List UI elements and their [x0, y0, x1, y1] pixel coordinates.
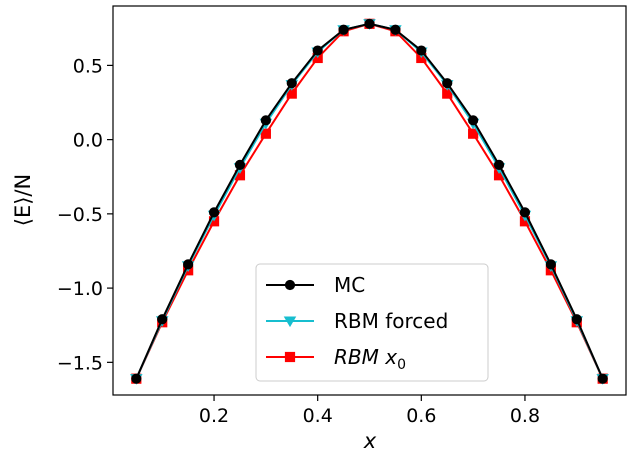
legend-label: MC	[334, 273, 365, 297]
legend-label: RBM forced	[334, 309, 448, 333]
data-point	[416, 45, 427, 56]
legend-swatch-marker	[283, 316, 297, 328]
data-point	[364, 18, 375, 29]
y-tick-label: −0.5	[57, 204, 103, 226]
data-point	[390, 24, 401, 35]
legend: MC RBM forced RBM x0	[255, 263, 489, 382]
data-point	[442, 78, 453, 89]
legend-entry: RBM x0	[266, 345, 406, 373]
data-point	[157, 314, 168, 325]
series-0	[131, 18, 608, 384]
data-point	[519, 207, 531, 218]
x-tick-label: 0.6	[406, 405, 436, 427]
plot-frame	[112, 5, 627, 396]
data-point	[597, 373, 608, 384]
data-point	[545, 259, 556, 270]
x-axis-label: x	[363, 429, 377, 453]
legend-label: RBM x0	[334, 345, 406, 373]
data-point	[571, 314, 582, 325]
series-layer	[130, 18, 609, 385]
y-axis-ticks: 0.5 0.0 −0.5 −1.0 −1.5	[57, 55, 113, 374]
data-point	[131, 373, 142, 384]
data-point	[493, 159, 505, 170]
data-point	[468, 115, 479, 126]
legend-swatch-marker	[284, 279, 296, 291]
y-tick-label: −1.0	[57, 278, 103, 300]
y-tick-label: −1.5	[57, 352, 103, 374]
y-axis-label: ⟨E⟩/N	[11, 174, 35, 226]
data-point	[234, 159, 246, 170]
x-tick-label: 0.2	[199, 405, 229, 427]
data-point	[260, 115, 271, 126]
data-point	[286, 78, 297, 89]
x-axis-ticks: 0.2 0.4 0.6 0.8	[199, 395, 540, 427]
legend-box	[255, 263, 489, 382]
y-tick-label: 0.0	[73, 130, 103, 152]
legend-entry: MC	[266, 273, 365, 297]
data-point	[312, 45, 323, 56]
y-tick-label: 0.5	[73, 55, 103, 77]
legend-swatch-marker	[284, 351, 296, 363]
x-tick-label: 0.4	[303, 405, 333, 427]
data-point	[208, 207, 220, 218]
data-point	[338, 24, 349, 35]
x-tick-label: 0.8	[510, 405, 540, 427]
data-point	[183, 259, 194, 270]
legend-entry: RBM forced	[266, 309, 448, 333]
